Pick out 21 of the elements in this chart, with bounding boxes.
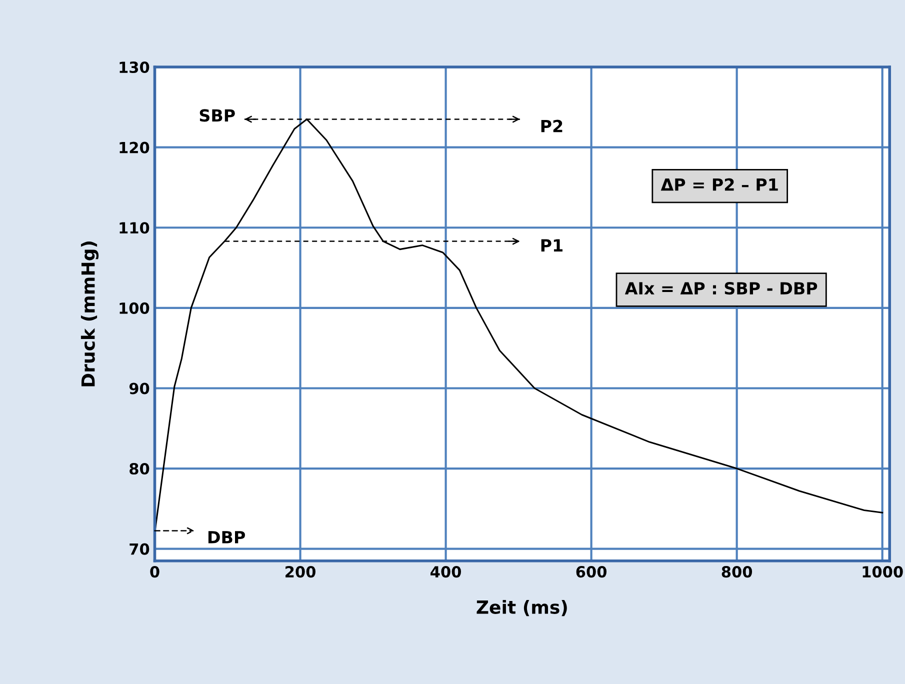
y-tick-label: 130 — [120, 61, 150, 74]
x-tick-label: 600 — [576, 566, 607, 578]
y-tick-label: 110 — [120, 222, 150, 234]
annotation: DBP — [208, 531, 245, 544]
y-tick-label: 120 — [120, 142, 150, 154]
x-tick-label: 1000 — [862, 566, 903, 578]
ref-line-label: P1 — [541, 239, 562, 252]
x-tick-label: 400 — [430, 566, 462, 578]
y-tick-label: 100 — [120, 302, 150, 314]
annotation: ΔP = P2 – P1 — [660, 178, 778, 191]
y-tick-label: 90 — [129, 382, 150, 394]
x-tick-label: 0 — [150, 566, 160, 578]
annotation: SBP — [200, 109, 235, 122]
ref-line-label: P2 — [541, 120, 562, 132]
y-tick-label: 80 — [130, 463, 150, 475]
y-axis-title: Druck (mmHg) — [80, 242, 99, 386]
x-axis-title: Zeit (ms) — [476, 600, 567, 616]
y-tick-label: 70 — [130, 543, 150, 555]
x-tick-label: 200 — [286, 566, 316, 578]
annotation: AIx = ΔP : SBP - DBP — [624, 282, 818, 295]
x-tick-label: 800 — [722, 566, 752, 578]
